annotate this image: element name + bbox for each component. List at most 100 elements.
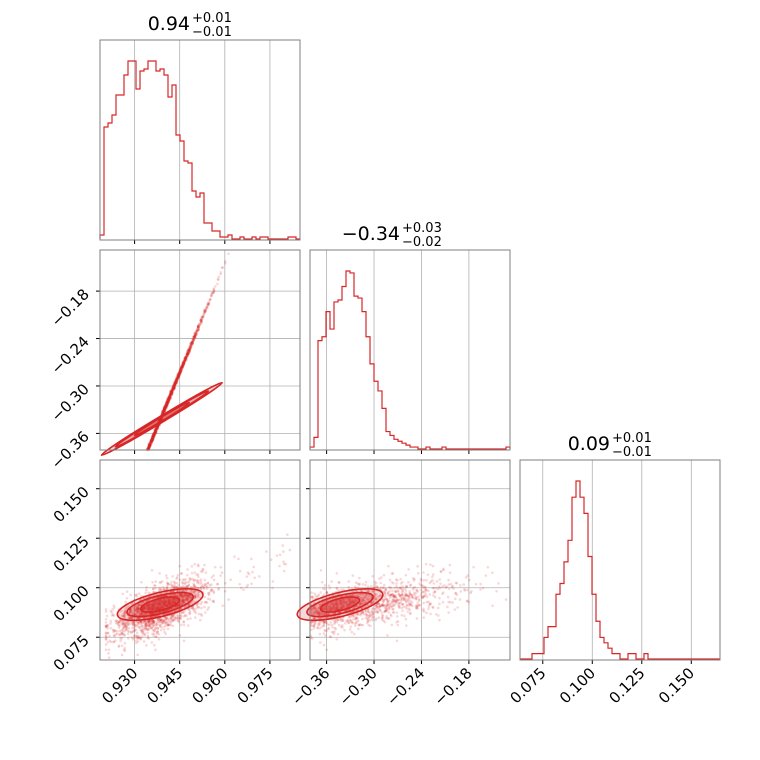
sample-point	[196, 328, 200, 332]
sample-point	[137, 603, 141, 607]
sample-point	[145, 606, 149, 610]
sample-point	[110, 614, 114, 617]
sample-point	[179, 366, 183, 369]
sample-point	[172, 598, 176, 601]
sample-point	[181, 366, 184, 370]
sample-point	[159, 602, 163, 606]
sample-point	[411, 595, 414, 599]
sample-point	[150, 641, 154, 644]
sample-point	[420, 584, 424, 587]
sample-point	[167, 397, 170, 401]
sample-point	[142, 606, 145, 609]
sample-point	[104, 648, 108, 652]
sample-point	[169, 390, 173, 394]
sample-point	[389, 601, 393, 605]
sample-point	[171, 391, 174, 395]
sample-point	[427, 607, 430, 611]
sample-point	[160, 606, 163, 610]
sample-point	[168, 394, 172, 397]
sample-point	[192, 335, 196, 338]
sample-point	[161, 603, 165, 607]
sample-point	[166, 401, 169, 405]
sample-point	[192, 583, 196, 587]
sample-point	[143, 626, 147, 630]
sample-point	[369, 619, 372, 622]
sample-point	[120, 637, 124, 640]
sample-point	[151, 437, 154, 440]
sample-point	[135, 625, 138, 628]
sample-point	[408, 601, 411, 605]
sample-point	[396, 623, 400, 627]
sample-point	[165, 616, 169, 619]
sample-point	[177, 603, 181, 607]
sample-point	[181, 365, 185, 368]
sample-point	[441, 592, 444, 596]
sample-point	[151, 436, 154, 439]
sample-point	[172, 386, 175, 389]
sample-point	[177, 373, 180, 376]
sample-point	[369, 585, 373, 588]
sample-point	[252, 565, 256, 569]
sample-point	[148, 443, 152, 447]
sample-point	[151, 436, 154, 440]
sample-point	[401, 609, 404, 612]
sample-point	[209, 297, 212, 301]
x-tick-label: −0.24	[383, 664, 428, 709]
sample-point	[400, 587, 403, 591]
sample-point	[208, 298, 212, 302]
sample-point	[183, 359, 187, 362]
sample-point	[154, 430, 158, 434]
sample-point	[166, 401, 169, 405]
sample-point	[186, 352, 190, 355]
sample-point	[174, 382, 177, 386]
sample-point	[167, 603, 170, 606]
sample-point	[322, 643, 326, 647]
sample-point	[149, 443, 152, 446]
sample-point	[135, 636, 139, 639]
sample-point	[182, 360, 186, 364]
sample-point	[185, 352, 189, 355]
sample-point	[223, 262, 227, 265]
sample-point	[117, 633, 121, 636]
sample-point	[395, 578, 399, 582]
sample-point	[172, 387, 175, 391]
sample-point	[167, 397, 171, 401]
sample-point	[190, 565, 194, 568]
sample-point	[175, 605, 178, 609]
sample-point	[184, 357, 188, 361]
sample-point	[161, 410, 165, 414]
sample-point	[147, 637, 150, 640]
sample-point	[193, 334, 197, 338]
sample-point	[180, 365, 184, 368]
sample-point	[153, 433, 156, 436]
sample-point	[221, 266, 225, 269]
sample-point	[170, 387, 174, 391]
sample-point	[422, 571, 425, 574]
sample-point	[150, 439, 154, 443]
sample-point	[191, 337, 195, 341]
sample-point	[167, 396, 171, 400]
sample-point	[170, 616, 174, 620]
sample-point	[161, 410, 165, 414]
sample-point	[147, 447, 150, 450]
sample-point	[163, 408, 167, 411]
sample-point	[143, 632, 147, 636]
sample-point	[154, 430, 157, 433]
sample-point	[153, 430, 157, 434]
sample-point	[167, 602, 171, 605]
sample-point	[384, 587, 388, 591]
x-tick-label: 0.075	[507, 664, 550, 707]
sample-point	[162, 409, 166, 413]
sample-point	[431, 564, 435, 568]
sample-point	[135, 631, 139, 635]
sample-point	[395, 639, 399, 643]
sample-point	[148, 608, 152, 611]
histogram-series	[99, 60, 300, 240]
sample-point	[176, 375, 180, 378]
sample-point	[124, 600, 128, 604]
sample-point	[167, 395, 171, 398]
x-tick-label: −0.36	[288, 664, 333, 709]
sample-point	[193, 335, 197, 339]
sample-point	[170, 391, 173, 395]
x-tick-label: 0.960	[189, 664, 232, 707]
